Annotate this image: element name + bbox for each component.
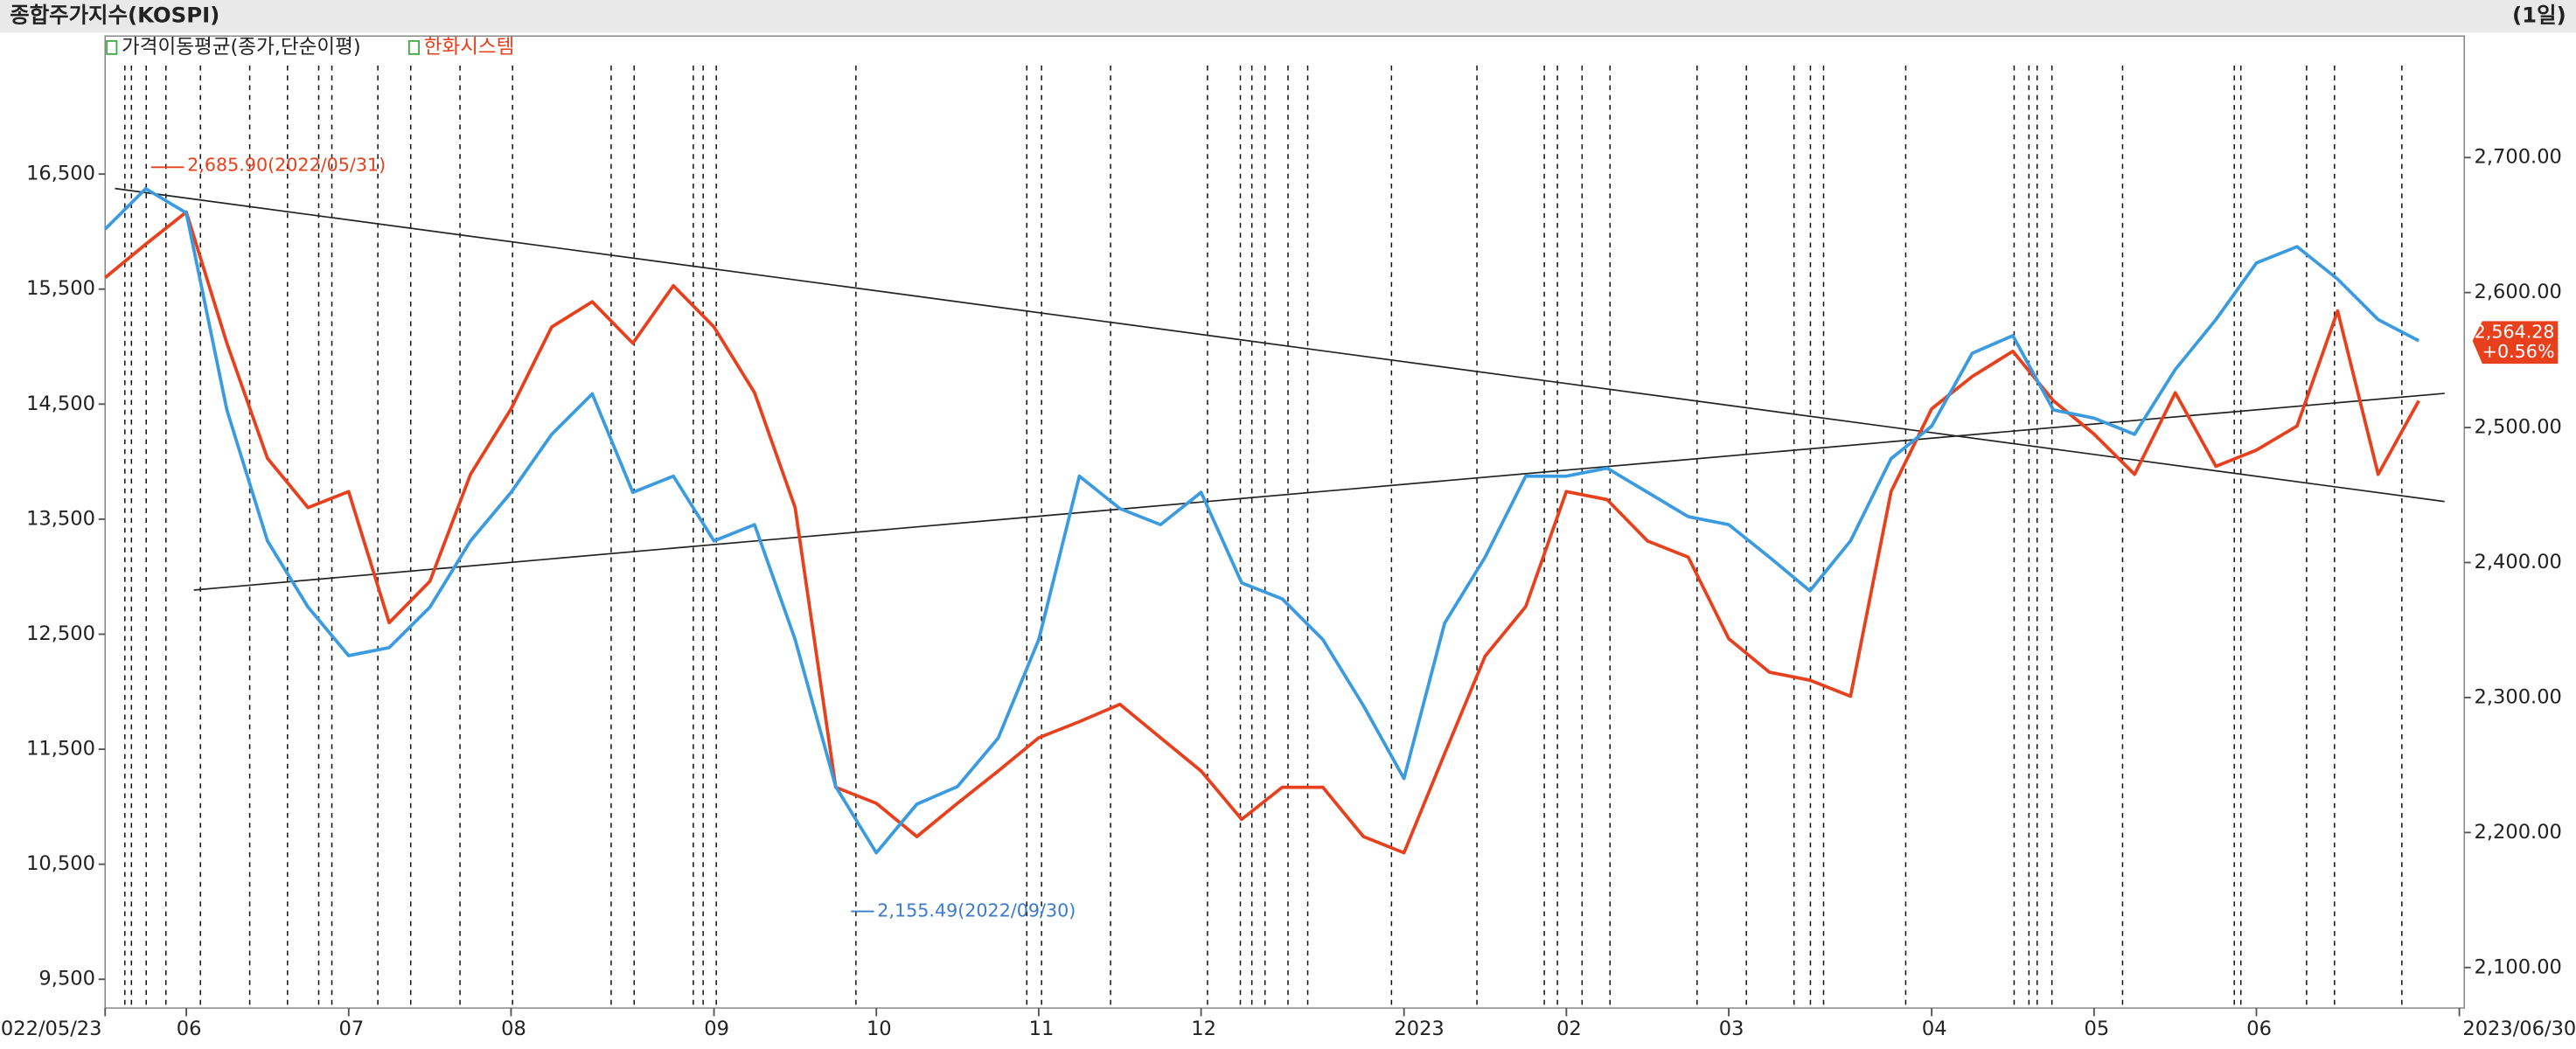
x-tick-label: 2023	[1394, 1018, 1444, 1040]
header-bar	[0, 0, 2576, 33]
annotation: 2,155.49(2022/09/30)	[877, 900, 1076, 921]
y-tick-label: 10,500	[26, 852, 95, 875]
y2-tick-label: 2,400.00	[2475, 551, 2562, 573]
y-tick-label: 9,500	[38, 968, 95, 990]
x-tick-label: 12	[1191, 1018, 1216, 1040]
legend-item[interactable]: 한화시스템	[424, 36, 515, 59]
y-tick-label: 12,500	[26, 622, 95, 645]
y2-tick-label: 2,200.00	[2475, 821, 2562, 844]
current-value: 2,564.28	[2475, 321, 2555, 342]
series-line	[103, 186, 2420, 855]
x-tick-label: 08	[501, 1018, 526, 1040]
y-tick-label: 15,500	[26, 277, 95, 300]
chart-title: 종합주가지수(KOSPI)	[10, 3, 219, 28]
y2-tick-label: 2,100.00	[2475, 955, 2562, 978]
plot-frame	[104, 35, 2465, 1009]
x-tick-label: 02	[1556, 1018, 1582, 1040]
legend-item[interactable]: 가격이동평균(종가,단순이평)	[122, 36, 361, 59]
x-tick-label: 2022/05/23	[0, 1018, 101, 1040]
y2-tick-label: 2,700.00	[2475, 146, 2562, 169]
y-tick-label: 16,500	[26, 163, 95, 185]
x-tick-label: 2023/06/30	[2462, 1018, 2576, 1040]
x-tick-label: 04	[1922, 1018, 1947, 1040]
x-tick-label: 11	[1029, 1018, 1055, 1040]
y2-tick-label: 2,600.00	[2475, 281, 2562, 303]
x-tick-label: 05	[2085, 1018, 2110, 1040]
legend-icon	[106, 39, 118, 55]
x-tick-label: 09	[704, 1018, 729, 1040]
legend-icon	[407, 39, 421, 55]
x-tick-label: 03	[1719, 1018, 1744, 1040]
x-tick-label: 10	[867, 1018, 892, 1040]
y2-tick-label: 2,500.00	[2475, 416, 2562, 439]
y-tick-label: 13,500	[26, 507, 95, 530]
period-label: (1일)	[2512, 3, 2566, 28]
trend-line	[193, 393, 2445, 591]
current-badge	[2472, 321, 2559, 365]
x-tick-label: 07	[338, 1018, 364, 1040]
trend-line	[115, 187, 2445, 503]
y-tick-label: 11,500	[26, 738, 95, 761]
y2-tick-label: 2,300.00	[2475, 685, 2562, 708]
x-tick-label: 06	[2246, 1018, 2272, 1040]
change-value: +0.56%	[2482, 341, 2555, 362]
y-tick-label: 14,500	[26, 393, 95, 415]
annotation: 2,685.90(2022/05/31)	[187, 154, 386, 175]
x-tick-label: 06	[177, 1018, 202, 1040]
